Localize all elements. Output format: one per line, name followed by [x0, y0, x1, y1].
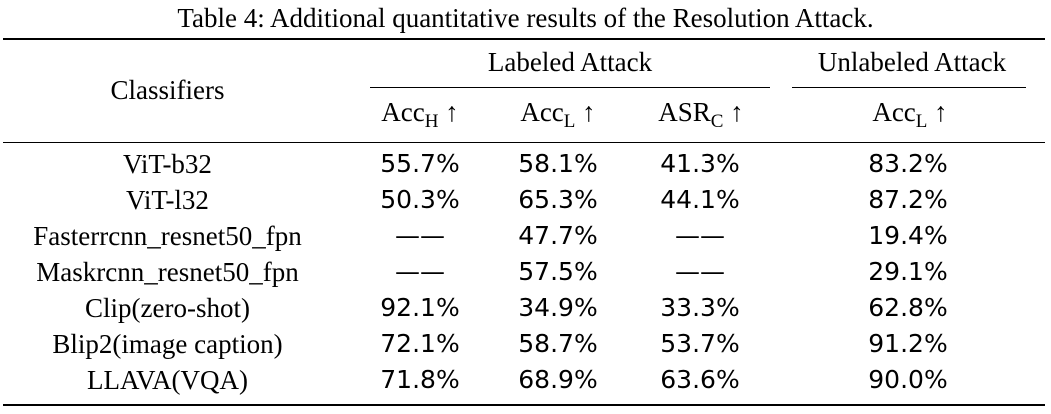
- asr-c-value: 44.1%: [660, 185, 740, 214]
- col-header-acc-l: AccL ↑: [498, 96, 618, 132]
- asr-c-value: 41.3%: [660, 149, 740, 178]
- up-arrow-icon: ↑: [934, 97, 948, 127]
- acc-h-value: ——: [395, 257, 445, 286]
- acc-l-value: 65.3%: [518, 185, 598, 214]
- acc-l-value: 58.1%: [518, 149, 598, 178]
- up-arrow-icon: ↑: [445, 97, 459, 127]
- asr-c-value: ——: [675, 257, 725, 286]
- asr-c-value: 63.6%: [660, 365, 740, 394]
- acc-h-value: 92.1%: [380, 293, 460, 322]
- col-header-subscript: L: [563, 111, 576, 132]
- col-header-label: Acc: [872, 97, 916, 127]
- header-rule: [3, 142, 1045, 143]
- classifier-name: Maskrcnn_resnet50_fpn: [36, 257, 299, 287]
- classifier-name: Clip(zero-shot): [85, 293, 250, 323]
- labeled-attack-header: Labeled Attack: [487, 47, 653, 77]
- classifier-name: LLAVA(VQA): [87, 365, 248, 395]
- acc-l-value: 58.7%: [518, 329, 598, 358]
- table-caption: Table 4: Additional quantitative results…: [177, 3, 874, 33]
- up-arrow-icon: ↑: [730, 97, 744, 127]
- asr-c-value: 33.3%: [660, 293, 740, 322]
- classifier-name: ViT-l32: [126, 185, 209, 215]
- col-header-label: Acc: [520, 97, 564, 127]
- acc-l-value: 34.9%: [518, 293, 598, 322]
- unlabeled-attack-header: Unlabeled Attack: [817, 47, 1007, 77]
- classifier-name: Fasterrcnn_resnet50_fpn: [33, 221, 302, 251]
- col-header-unlabeled-acc-l: AccL ↑: [835, 96, 985, 132]
- acc-h-value: 72.1%: [380, 329, 460, 358]
- unlabeled-acc-l-value: 19.4%: [868, 221, 948, 250]
- asr-c-value: 53.7%: [660, 329, 740, 358]
- col-header-label: ASR: [658, 97, 711, 127]
- asr-c-value: ——: [675, 221, 725, 250]
- unlabeled-acc-l-value: 90.0%: [868, 365, 948, 394]
- classifiers-header: Classifiers: [110, 75, 225, 105]
- col-header-subscript: H: [424, 111, 439, 132]
- acc-l-value: 47.7%: [518, 221, 598, 250]
- acc-h-value: 55.7%: [380, 149, 460, 178]
- labeled-group-rule: [370, 87, 770, 88]
- col-header-asr-c: ASRC ↑: [636, 96, 766, 132]
- up-arrow-icon: ↑: [582, 97, 596, 127]
- col-header-label: Acc: [381, 97, 425, 127]
- top-rule: [3, 38, 1045, 40]
- col-header-subscript: C: [710, 111, 724, 132]
- bottom-rule: [3, 404, 1045, 406]
- acc-l-value: 68.9%: [518, 365, 598, 394]
- unlabeled-acc-l-value: 87.2%: [868, 185, 948, 214]
- acc-l-value: 57.5%: [518, 257, 598, 286]
- unlabeled-acc-l-value: 91.2%: [868, 329, 948, 358]
- unlabeled-acc-l-value: 62.8%: [868, 293, 948, 322]
- col-header-acc-h: AccH ↑: [360, 96, 480, 132]
- classifier-name: Blip2(image caption): [52, 329, 283, 359]
- acc-h-value: ——: [395, 221, 445, 250]
- unlabeled-acc-l-value: 83.2%: [868, 149, 948, 178]
- unlabeled-acc-l-value: 29.1%: [868, 257, 948, 286]
- acc-h-value: 71.8%: [380, 365, 460, 394]
- acc-h-value: 50.3%: [380, 185, 460, 214]
- classifier-name: ViT-b32: [123, 149, 212, 179]
- col-header-subscript: L: [915, 111, 928, 132]
- unlabeled-group-rule: [792, 87, 1026, 88]
